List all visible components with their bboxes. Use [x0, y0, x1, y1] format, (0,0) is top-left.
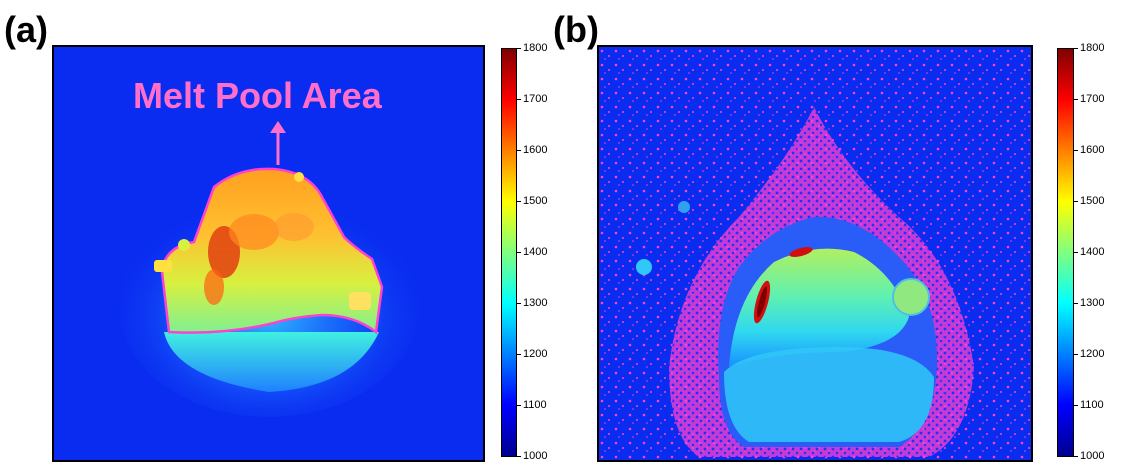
colorbar-b-tick: 1000	[1080, 450, 1105, 462]
colorbar-b-tick: 1600	[1080, 144, 1105, 156]
colorbar-b-tick: 1500	[1080, 195, 1105, 207]
colorbar-b-tick: 1300	[1080, 297, 1105, 309]
colorbar-a-tick: 1200	[523, 348, 548, 360]
melt-pool-annotation: Melt Pool Area	[133, 75, 382, 116]
panel-b-label: (b)	[553, 9, 599, 50]
colorbar-a-tick: 1000	[523, 450, 548, 462]
colorbar-b-tick: 1200	[1080, 348, 1105, 360]
colorbar-b-tick: 1400	[1080, 246, 1105, 258]
colorbar-a-tick: 1800	[523, 42, 548, 54]
panel-a-thermal-image	[52, 45, 485, 462]
colorbar-b	[1057, 48, 1074, 457]
colorbar-a-tick: 1700	[523, 93, 548, 105]
colorbar-b-tick: 1100	[1080, 399, 1104, 411]
panel-a-cool-region	[164, 332, 379, 392]
panel-b-thermal-image	[597, 45, 1033, 462]
panel-a-label: (a)	[4, 9, 48, 50]
colorbar-a	[501, 48, 517, 457]
colorbar-a-tick: 1600	[523, 144, 548, 156]
colorbar-a-tick: 1100	[523, 399, 547, 411]
colorbar-b-tick: 1800	[1080, 42, 1105, 54]
colorbar-a-tick: 1400	[523, 246, 548, 258]
colorbar-b-tick: 1700	[1080, 93, 1105, 105]
colorbar-a-tick: 1300	[523, 297, 548, 309]
colorbar-a-tick: 1500	[523, 195, 548, 207]
